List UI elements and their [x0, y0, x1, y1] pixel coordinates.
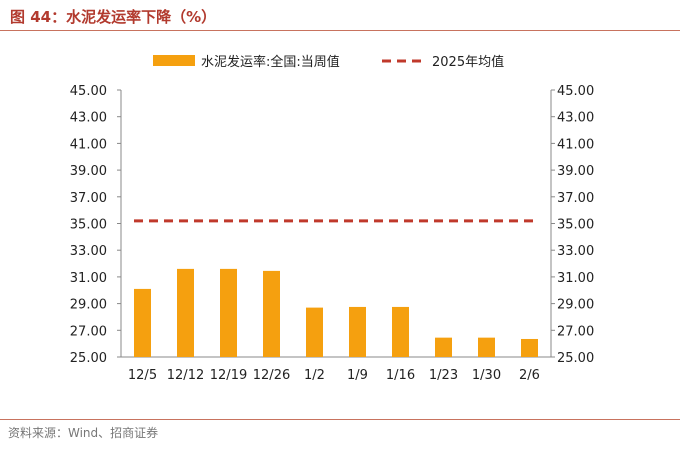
right-y-tick-label: 33.00 [557, 244, 594, 259]
right-y-tick-label: 43.00 [557, 111, 594, 126]
x-tick-label: 1/30 [472, 368, 501, 383]
left-y-tick-label: 37.00 [70, 191, 107, 206]
legend-line-label: 2025年均值 [432, 54, 504, 70]
left-y-tick-label: 45.00 [70, 84, 107, 99]
legend-bar-swatch [153, 55, 195, 66]
title-divider [0, 30, 680, 31]
right-y-tick-label: 45.00 [557, 84, 594, 99]
right-y-tick-label: 37.00 [557, 191, 594, 206]
source-divider [0, 419, 680, 420]
bar [392, 306, 409, 357]
x-axis-ticks: 12/5 12/12 12/19 12/26 1/2 1/9 1/16 1/23 1/30 2/6 [128, 368, 540, 383]
x-tick-label: 12/19 [210, 368, 247, 383]
bar [521, 338, 538, 357]
x-tick-label: 2/6 [519, 368, 540, 383]
left-y-tick-label: 43.00 [70, 111, 107, 126]
x-tick-label: 12/5 [128, 368, 157, 383]
x-tick-label: 1/9 [347, 368, 368, 383]
left-y-tick-label: 39.00 [70, 164, 107, 179]
source-note: 资料来源：Wind、招商证券 [8, 426, 159, 440]
right-y-tick-label: 27.00 [557, 324, 594, 339]
right-y-tick-label: 31.00 [557, 271, 594, 286]
right-y-tick-label: 25.00 [557, 351, 594, 366]
x-tick-label: 12/26 [253, 368, 290, 383]
bar [220, 268, 237, 357]
bar [435, 337, 452, 357]
bar [177, 268, 194, 357]
x-tick-label: 1/16 [386, 368, 415, 383]
bars [134, 268, 538, 357]
left-y-tick-label: 29.00 [70, 298, 107, 313]
bar [263, 270, 280, 357]
legend-bar-label: 水泥发运率:全国:当周值 [201, 54, 340, 70]
bar [306, 307, 323, 357]
left-y-axis-ticks: 25.00 27.00 29.00 31.00 33.00 35.00 37.00 39.00… [70, 84, 121, 366]
left-y-tick-label: 41.00 [70, 137, 107, 152]
left-y-tick-label: 35.00 [70, 218, 107, 233]
x-tick-label: 1/23 [429, 368, 458, 383]
figure-title: 图 44：水泥发运率下降（%） [10, 8, 217, 26]
right-y-tick-label: 39.00 [557, 164, 594, 179]
bar-chart: 水泥发运率:全国:当周值 2025年均值 25.00 27.00 29.00 31.0… [70, 54, 594, 383]
bar [478, 337, 495, 357]
right-y-axis-ticks: 25.00 27.00 29.00 31.00 33.00 35.00 37.00 39.00… [551, 84, 594, 366]
x-tick-label: 12/12 [167, 368, 204, 383]
bar [349, 306, 366, 357]
left-y-tick-label: 25.00 [70, 351, 107, 366]
left-y-tick-label: 27.00 [70, 324, 107, 339]
left-y-tick-label: 31.00 [70, 271, 107, 286]
right-y-tick-label: 41.00 [557, 137, 594, 152]
right-y-tick-label: 35.00 [557, 218, 594, 233]
x-tick-label: 1/2 [304, 368, 325, 383]
bar [134, 288, 151, 357]
legend: 水泥发运率:全国:当周值 2025年均值 [153, 54, 504, 70]
left-y-tick-label: 33.00 [70, 244, 107, 259]
right-y-tick-label: 29.00 [557, 298, 594, 313]
